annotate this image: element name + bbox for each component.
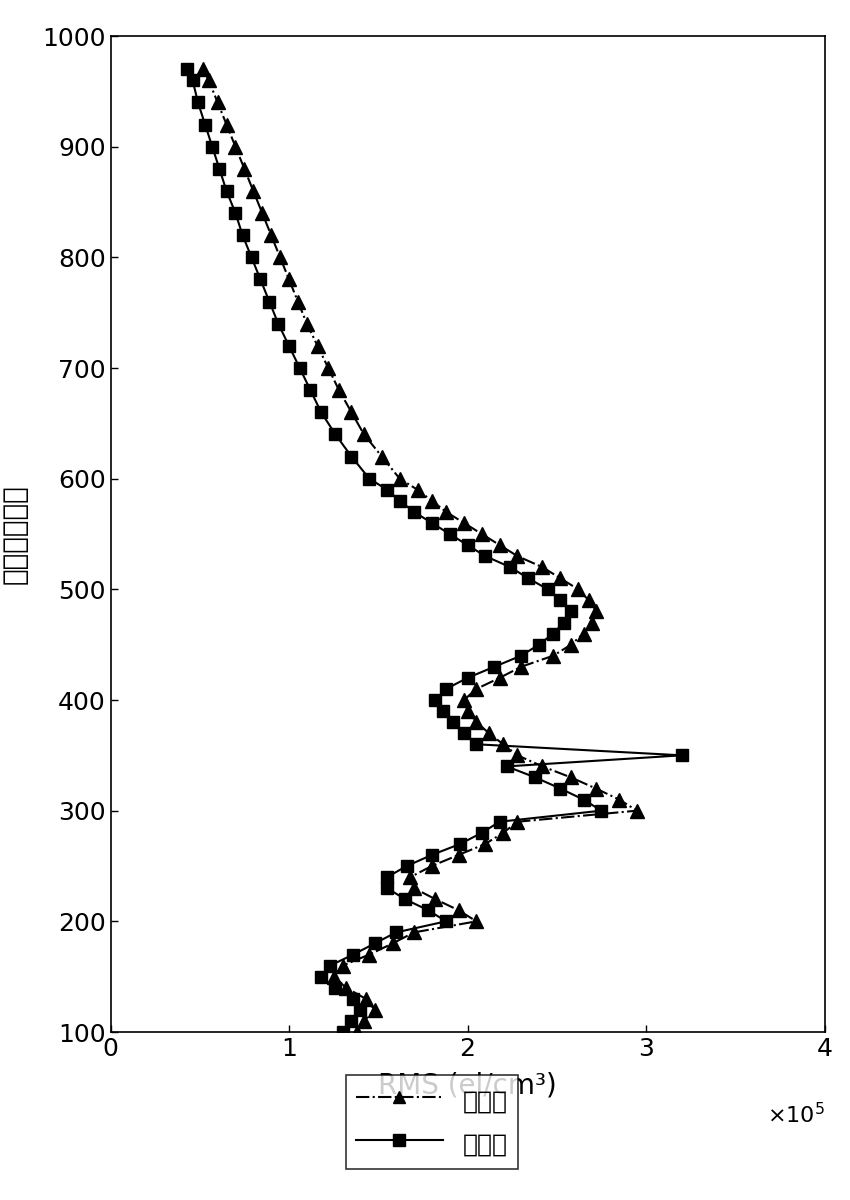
- 现有的: [614, 792, 624, 806]
- 本发明: [427, 847, 437, 862]
- 现有的: [591, 605, 601, 619]
- 现有的: [284, 272, 294, 287]
- 本发明: [182, 62, 192, 77]
- Text: $\times 10^5$: $\times 10^5$: [767, 1102, 824, 1127]
- Line: 本发明: 本发明: [182, 64, 688, 1038]
- 现有的: [292, 294, 303, 308]
- 本发明: [566, 605, 576, 619]
- 现有的: [498, 826, 508, 840]
- Line: 现有的: 现有的: [196, 62, 644, 1039]
- 现有的: [454, 847, 464, 862]
- Y-axis label: 高度（公里）: 高度（公里）: [0, 484, 28, 584]
- 现有的: [198, 62, 208, 77]
- Legend: 现有的, 本发明: 现有的, 本发明: [346, 1075, 518, 1169]
- 本发明: [578, 792, 588, 806]
- 本发明: [264, 294, 275, 308]
- 现有的: [352, 1025, 362, 1039]
- 本发明: [477, 826, 487, 840]
- 本发明: [255, 272, 265, 287]
- 本发明: [337, 1025, 348, 1039]
- X-axis label: RMS (el/cm³): RMS (el/cm³): [378, 1072, 557, 1100]
